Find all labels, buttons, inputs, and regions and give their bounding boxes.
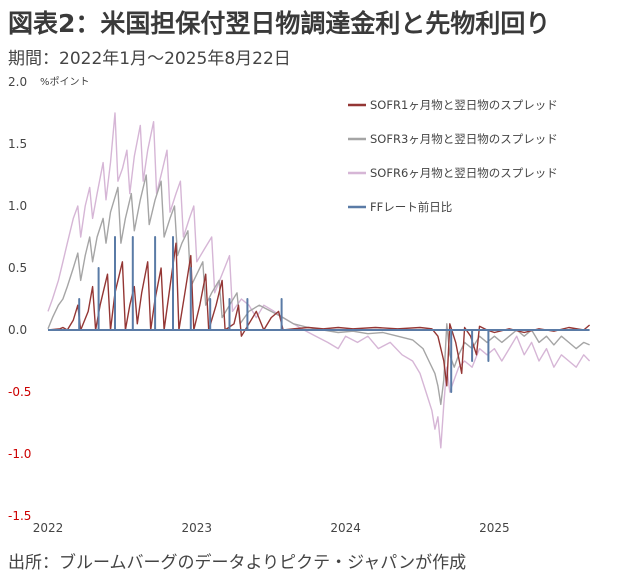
series-line-2	[47, 174, 590, 406]
series-line-3	[47, 112, 591, 449]
y-tick-label: -1.0	[8, 447, 31, 461]
y-tick-label: 2.0	[8, 75, 27, 89]
chart-legend: SOFR1ヶ月物と翌日物のスプレッド SOFR3ヶ月物と翌日物のスプレッド SOFR…	[348, 98, 558, 214]
legend-label: FFレート前日比	[370, 200, 452, 214]
x-tick-label: 2022	[33, 521, 64, 535]
x-tick-label: 2024	[330, 521, 361, 535]
y-tick-label: 1.5	[8, 137, 27, 151]
y-tick-label: 1.0	[8, 199, 27, 213]
legend-label: SOFR6ヶ月物と翌日物のスプレッド	[370, 166, 558, 180]
x-tick-label: 2025	[479, 521, 510, 535]
y-tick-label: -1.5	[8, 509, 31, 523]
series-lines	[47, 112, 591, 449]
y-axis-unit-label: %ポイント	[40, 76, 90, 88]
series-line-4	[48, 236, 590, 393]
chart-title: 図表2：米国担保付翌日物調達金利と先物利回り	[8, 9, 551, 38]
legend-label: SOFR3ヶ月物と翌日物のスプレッド	[370, 132, 558, 146]
y-tick-label: 0.5	[8, 261, 27, 275]
x-tick-label: 2023	[182, 521, 213, 535]
source-note: 出所：ブルームバーグのデータよりピクテ・ジャパンが作成	[8, 553, 467, 573]
y-tick-label: 0.0	[8, 323, 27, 337]
series-line-1	[47, 242, 591, 387]
y-tick-label: -0.5	[8, 385, 31, 399]
period-label: 期間：2022年1月〜2025年8月22日	[8, 49, 291, 69]
legend-label: SOFR1ヶ月物と翌日物のスプレッド	[370, 98, 558, 112]
y-axis-ticks: 2.0 1.5 1.0 0.5 0.0 -0.5 -1.0 -1.5	[8, 75, 31, 523]
x-axis-ticks: 2022 2023 2024 2025	[33, 521, 510, 535]
